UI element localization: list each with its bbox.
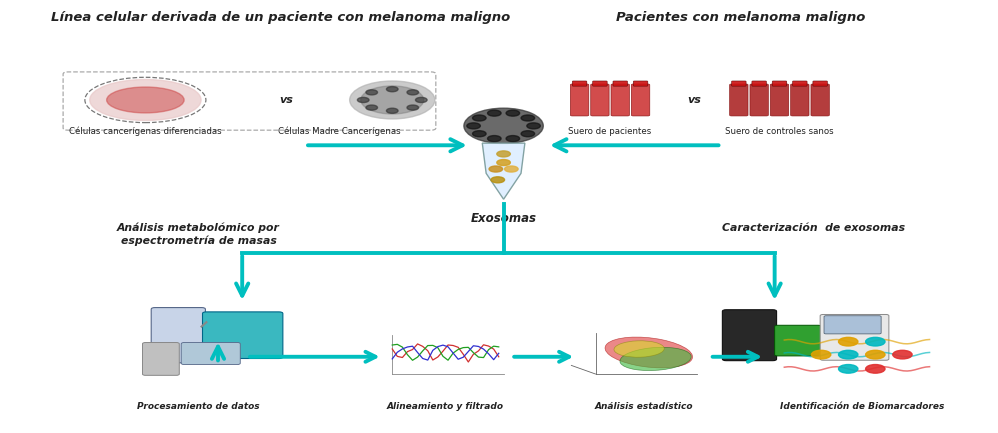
Circle shape [505,166,518,172]
Circle shape [506,136,520,142]
Circle shape [366,90,377,95]
Text: Análisis metabolómico por
espectrometría de masas: Análisis metabolómico por espectrometría… [117,223,280,246]
Circle shape [527,123,540,129]
FancyBboxPatch shape [632,84,650,116]
Circle shape [865,350,885,359]
Text: Suero de controles sanos: Suero de controles sanos [726,127,833,136]
FancyBboxPatch shape [143,343,180,375]
FancyBboxPatch shape [611,84,630,116]
Ellipse shape [605,337,693,368]
FancyBboxPatch shape [572,81,587,86]
FancyBboxPatch shape [732,81,747,86]
Ellipse shape [464,108,543,144]
Circle shape [489,166,503,172]
Circle shape [838,350,858,359]
FancyBboxPatch shape [774,325,821,356]
Circle shape [386,87,398,92]
FancyBboxPatch shape [792,81,807,86]
Circle shape [488,136,501,142]
Ellipse shape [614,341,665,357]
Ellipse shape [620,347,692,371]
FancyBboxPatch shape [813,81,827,86]
Circle shape [407,90,418,95]
FancyBboxPatch shape [152,307,206,363]
Ellipse shape [90,80,201,120]
FancyBboxPatch shape [591,84,609,116]
Text: Células cancerígenas diferenciadas: Células cancerígenas diferenciadas [69,127,222,136]
FancyBboxPatch shape [723,310,776,361]
FancyBboxPatch shape [203,312,282,359]
Circle shape [366,105,377,110]
Ellipse shape [107,87,184,113]
FancyBboxPatch shape [824,316,881,334]
Circle shape [865,337,885,346]
Text: Exosomas: Exosomas [471,212,537,225]
Polygon shape [482,143,525,199]
Circle shape [407,105,418,110]
Text: vs: vs [688,95,702,105]
FancyBboxPatch shape [751,81,766,86]
Circle shape [838,365,858,373]
FancyBboxPatch shape [613,81,628,86]
Circle shape [865,365,885,373]
FancyBboxPatch shape [770,84,788,116]
Text: Alineamiento y filtrado: Alineamiento y filtrado [387,402,504,411]
Circle shape [497,151,510,157]
Circle shape [415,97,427,103]
Circle shape [488,110,501,116]
FancyBboxPatch shape [182,343,241,365]
FancyBboxPatch shape [772,81,786,86]
FancyBboxPatch shape [634,81,648,86]
Circle shape [811,350,830,359]
Ellipse shape [361,86,424,114]
Circle shape [893,350,912,359]
Text: Análisis estadístico: Análisis estadístico [595,402,694,411]
Circle shape [386,108,398,113]
FancyBboxPatch shape [749,84,768,116]
Ellipse shape [349,81,435,119]
Text: vs: vs [278,95,292,105]
FancyBboxPatch shape [593,81,607,86]
Circle shape [497,159,510,165]
Circle shape [472,131,486,137]
Text: Caracterización  de exosomas: Caracterización de exosomas [722,223,905,233]
Circle shape [521,131,535,137]
Circle shape [472,115,486,121]
Circle shape [491,177,505,183]
FancyBboxPatch shape [730,84,748,116]
FancyBboxPatch shape [790,84,809,116]
Circle shape [506,110,520,116]
Circle shape [357,97,369,103]
Circle shape [838,337,858,346]
Text: Células Madre Cancerígenas: Células Madre Cancerígenas [277,127,400,136]
Text: Pacientes con melanoma maligno: Pacientes con melanoma maligno [616,12,865,25]
Text: Identificación de Biomarcadores: Identificación de Biomarcadores [779,402,944,411]
Circle shape [521,115,535,121]
FancyBboxPatch shape [571,84,589,116]
Text: Procesamiento de datos: Procesamiento de datos [138,402,259,411]
FancyBboxPatch shape [820,314,889,360]
Circle shape [467,123,480,129]
FancyBboxPatch shape [811,84,829,116]
Text: Línea celular derivada de un paciente con melanoma maligno: Línea celular derivada de un paciente co… [51,12,511,25]
Text: Suero de pacientes: Suero de pacientes [569,127,652,136]
